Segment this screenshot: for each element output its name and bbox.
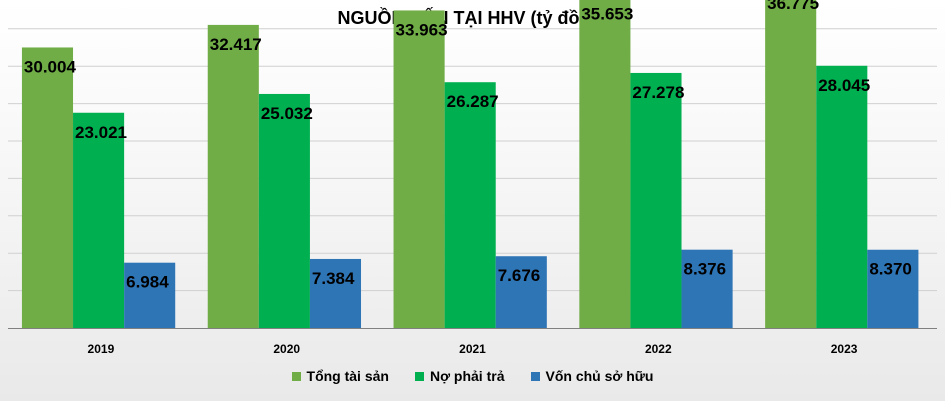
bar — [124, 262, 176, 328]
legend-label: Vốn chủ sở hữu — [545, 368, 654, 384]
x-tick-label: 2021 — [459, 342, 486, 356]
data-label: 35.653 — [581, 5, 633, 24]
data-label: 26.287 — [447, 92, 499, 111]
bar — [207, 24, 259, 328]
legend-label: Tổng tài sản — [306, 368, 389, 384]
data-label: 32.417 — [210, 35, 262, 54]
bar — [630, 72, 682, 328]
x-tick-label: 2022 — [645, 342, 672, 356]
legend-swatch — [414, 371, 424, 381]
data-label: 27.278 — [632, 83, 684, 102]
data-label: 28.045 — [818, 76, 870, 95]
bar — [258, 93, 310, 328]
x-axis: 2019 2020 2021 2022 2023 — [8, 328, 937, 356]
bar — [393, 10, 445, 328]
bar — [579, 0, 631, 329]
data-label: 8.376 — [684, 260, 727, 279]
data-label: 33.963 — [396, 20, 448, 39]
bar — [21, 47, 74, 329]
bar — [495, 256, 547, 328]
legend-item-no-phai-tra: Nợ phải trả — [414, 368, 505, 384]
data-labels: 30.004 23.021 6.984 32.417 25.032 7.384 33.963… — [24, 0, 912, 292]
data-label: 6.984 — [126, 273, 169, 292]
legend-label: Nợ phải trả — [429, 368, 505, 384]
data-label: 8.370 — [869, 260, 912, 279]
legend: Tổng tài sản Nợ phải trả Vốn chủ sở hữu — [0, 368, 945, 384]
x-tick-label: 2019 — [88, 342, 115, 356]
x-tick-label: 2020 — [273, 342, 300, 356]
bar — [765, 0, 817, 329]
legend-item-von-chu-so-huu: Vốn chủ sở hữu — [530, 368, 654, 384]
data-label: 23.021 — [75, 123, 127, 142]
bar — [816, 65, 868, 329]
legend-swatch — [291, 371, 301, 381]
bar — [444, 82, 496, 328]
legend-item-tong-tai-san: Tổng tài sản — [291, 368, 389, 384]
x-tick-label: 2023 — [831, 342, 858, 356]
data-label: 25.032 — [261, 104, 313, 123]
bars — [21, 0, 919, 329]
bar — [681, 249, 733, 328]
data-label: 36.775 — [767, 0, 819, 13]
legend-swatch — [530, 371, 540, 381]
data-label: 7.384 — [312, 269, 355, 288]
bar — [73, 112, 125, 328]
data-label: 7.676 — [498, 266, 541, 285]
bar — [309, 258, 362, 328]
bar — [867, 249, 919, 328]
data-label: 30.004 — [24, 57, 77, 76]
